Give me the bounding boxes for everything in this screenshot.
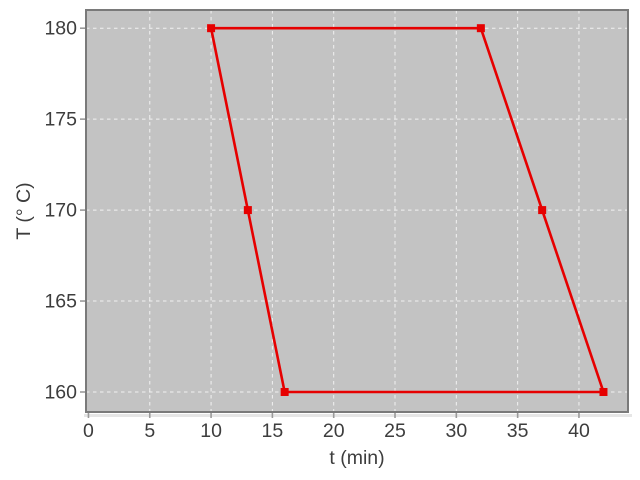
y-tick-label: 160 [44, 381, 77, 403]
data-point-marker [280, 387, 289, 396]
x-tick-label: 0 [83, 420, 94, 442]
plot-background [86, 10, 628, 412]
plot-area: 0 5 10 15 20 25 30 35 40 160 165 170 175 180 [44, 9, 632, 442]
data-point-marker [599, 387, 608, 396]
x-tick-label: 35 [507, 420, 529, 442]
data-point-marker [243, 206, 252, 215]
data-point-marker [538, 206, 547, 215]
y-tick-label: 165 [44, 291, 77, 313]
y-axis-label: T (° C) [13, 182, 35, 239]
plot-shadow [84, 414, 632, 417]
x-tick-label: 5 [144, 420, 155, 442]
x-tick-label: 25 [384, 420, 406, 442]
x-tick-label: 40 [568, 420, 590, 442]
y-tick-label: 180 [44, 18, 77, 40]
x-tick-label: 15 [262, 420, 284, 442]
x-tick-label: 30 [445, 420, 467, 442]
x-axis-label: t (min) [329, 447, 384, 469]
data-point-marker [207, 24, 216, 33]
x-tick-label: 10 [200, 420, 222, 442]
x-tick-label: 20 [323, 420, 345, 442]
y-tick-label: 170 [44, 200, 77, 222]
y-tick-label: 175 [44, 109, 77, 131]
data-point-marker [476, 24, 485, 33]
plot-frame [85, 9, 629, 413]
